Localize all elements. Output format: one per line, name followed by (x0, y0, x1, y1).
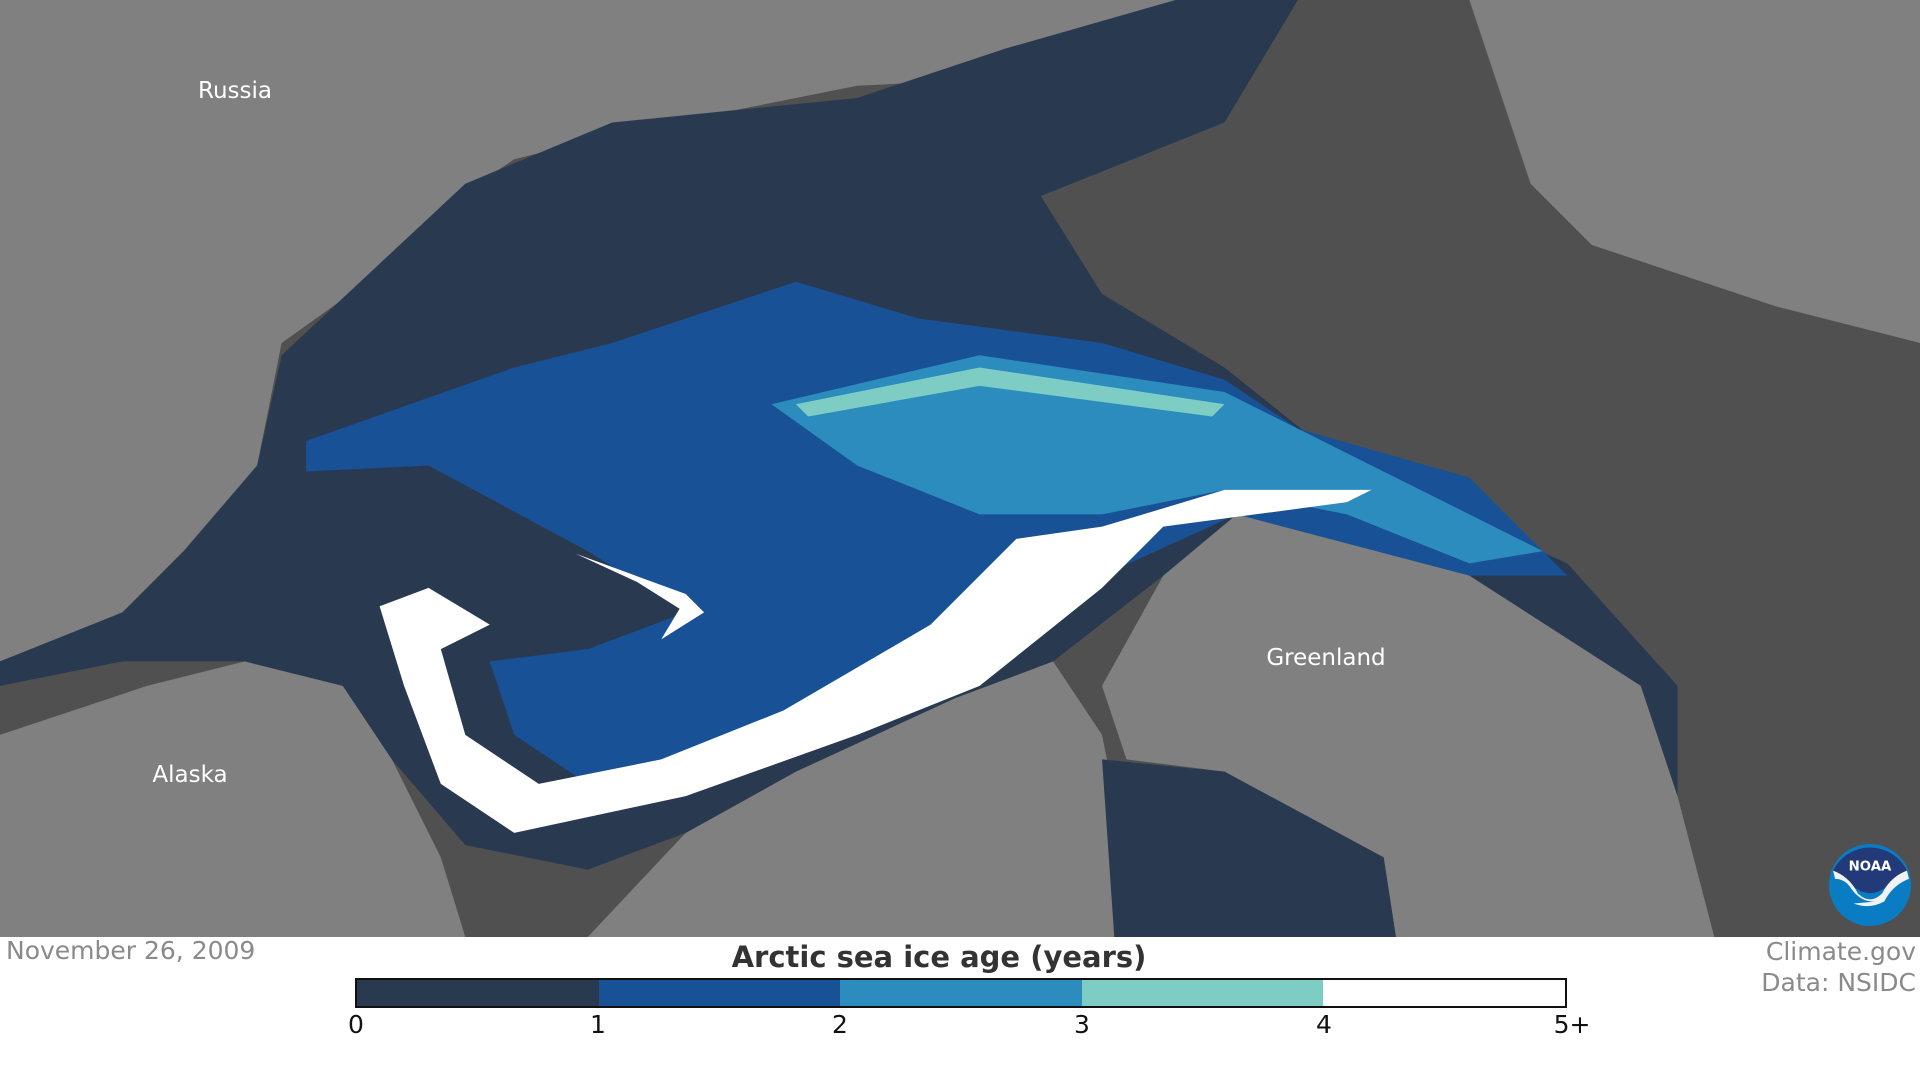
legend-tick: 1 (590, 1010, 606, 1039)
credit-data-source: Data: NSIDC (1761, 968, 1916, 997)
land-russia (0, 0, 1176, 662)
legend-title: Arctic sea ice age (years) (731, 940, 1147, 974)
noaa-logo: NOAA (1829, 844, 1911, 926)
ice-age-3-4 (795, 367, 1225, 417)
land-scandinavia (1469, 0, 1920, 343)
label-greenland: Greenland (1266, 645, 1386, 671)
svg-text:NOAA: NOAA (1849, 860, 1892, 875)
ice-age-5-plus (379, 489, 1372, 833)
legend-tick: 3 (1074, 1010, 1090, 1039)
legend-swatch-5-plus (1323, 980, 1565, 1006)
ice-age-0-1-basin (1102, 759, 1396, 937)
legend-tick: 5+ (1553, 1010, 1591, 1039)
legend-tick: 4 (1316, 1010, 1332, 1039)
legend-swatch-1-2 (598, 980, 841, 1006)
sea-ice-map (0, 0, 1920, 937)
legend-swatch-3-4 (1081, 980, 1324, 1006)
date-label: November 26, 2009 (6, 936, 256, 965)
legend-tick: 2 (832, 1010, 848, 1039)
ice-age-2-3 (771, 355, 1543, 564)
legend-color-bar (355, 978, 1567, 1008)
land-alaska (0, 661, 466, 937)
credit: Climate.gov Data: NSIDC (1761, 936, 1916, 998)
legend-swatch-0-1 (357, 980, 599, 1006)
legend-swatch-2-3 (840, 980, 1082, 1006)
credit-climate-gov: Climate.gov (1765, 937, 1916, 966)
label-russia: Russia (198, 78, 272, 104)
label-alaska: Alaska (152, 762, 228, 788)
land-canadian-archipelago (587, 661, 1225, 937)
legend-tick: 0 (348, 1010, 364, 1039)
ice-age-5-plus-streak (575, 553, 705, 640)
